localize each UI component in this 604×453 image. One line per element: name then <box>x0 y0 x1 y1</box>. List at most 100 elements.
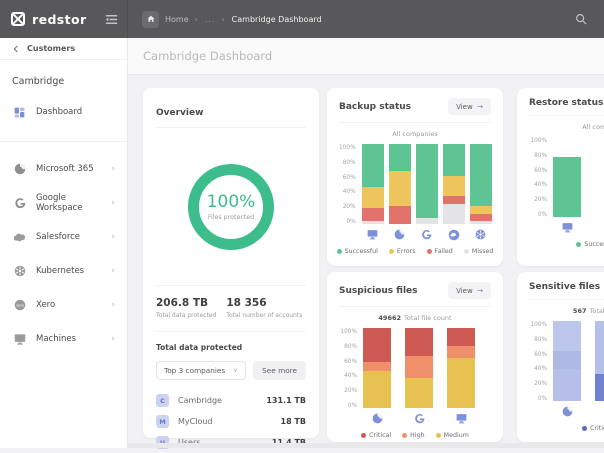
sidebar-collapse-icon[interactable] <box>104 12 119 27</box>
back-to-customers[interactable]: Customers <box>0 38 127 60</box>
y-axis: 100%80%60%40%20%0% <box>529 321 553 401</box>
chevron-right-icon: › <box>111 300 115 310</box>
suspicious-files-chart: 100%80%60%40%20%0% <box>339 328 491 425</box>
bar-microsoft-365[interactable] <box>363 328 391 425</box>
legend-dot <box>337 249 342 254</box>
y-tick: 60% <box>534 169 547 175</box>
legend-item: Failed <box>427 248 453 255</box>
sidebar-item-label: Google Workspace <box>36 193 102 213</box>
bar-segment-successful <box>470 144 492 206</box>
bar-machines[interactable] <box>362 144 384 241</box>
bar-segment-medium <box>363 371 391 408</box>
company-value: 131.1 TB <box>266 396 306 405</box>
y-tick: 100% <box>340 330 357 336</box>
bar-segment-failed <box>389 206 411 224</box>
y-tick: 80% <box>534 338 547 344</box>
y-axis: 100%80%60%40%20%0% <box>339 144 362 224</box>
company-avatar: C <box>156 394 169 407</box>
sidebar-item-dashboard[interactable]: Dashboard <box>0 97 127 127</box>
y-tick: 20% <box>534 382 547 388</box>
y-tick: 20% <box>534 198 547 204</box>
bar-segment-errors <box>443 176 465 196</box>
machines-icon <box>455 412 468 425</box>
bar-segment-high <box>363 362 391 371</box>
legend-item: Critical <box>361 432 391 439</box>
bar-microsoft-365[interactable] <box>553 321 581 418</box>
top-companies-dropdown[interactable]: Top 3 companies ∨ <box>156 361 246 380</box>
breadcrumb-ellipsis[interactable]: ... <box>205 15 216 24</box>
bar-google[interactable] <box>405 328 433 425</box>
bar-machines[interactable] <box>447 328 475 425</box>
legend-dot <box>582 426 587 431</box>
brand-logo[interactable]: redstor <box>0 0 128 38</box>
total-file-count-label: Total file count <box>590 307 604 315</box>
restore-status-chart: 100%80%60%40%20%0% <box>529 137 604 234</box>
sidebar-item-xero[interactable]: xero Xero › <box>0 288 127 322</box>
chart-subtitle: All companies <box>339 130 491 138</box>
sidebar-item-google-workspace[interactable]: Google Workspace › <box>0 186 127 220</box>
view-label: View <box>456 103 473 111</box>
stat-label: Total data protected <box>156 312 216 319</box>
bar-segment-failed <box>443 196 465 204</box>
total-file-count-label: Total file count <box>404 314 452 322</box>
total-file-count: 567 <box>573 307 587 315</box>
sensitive-files-title: Sensitive files <box>529 282 600 292</box>
sidebar-item-microsoft-365[interactable]: Microsoft 365 › <box>0 152 127 186</box>
y-tick: 40% <box>534 183 547 189</box>
bar-segment-missed <box>443 204 465 224</box>
sidebar-item-label: Microsoft 365 <box>36 164 102 174</box>
svg-text:xero: xero <box>16 303 24 307</box>
bar-segment-errors <box>362 187 384 208</box>
y-tick: 40% <box>534 367 547 373</box>
chevron-right-icon: › <box>111 232 115 242</box>
breadcrumb-home[interactable]: Home <box>165 15 189 24</box>
bar-google[interactable] <box>416 144 438 241</box>
y-tick: 0% <box>538 213 547 219</box>
bar-segment-successful <box>553 157 581 217</box>
brand-name: redstor <box>32 12 104 27</box>
bar-segment-segment <box>553 321 581 351</box>
dropdown-value: Top 3 companies <box>164 366 225 375</box>
main-content: Cambridge Dashboard Overview 100% Files … <box>128 38 604 448</box>
bar-machines[interactable] <box>553 137 581 234</box>
back-label: Customers <box>27 44 75 53</box>
sidebar-item-label: Xero <box>36 300 102 310</box>
breadcrumb: Home › ... › Cambridge Dashboard <box>142 11 322 28</box>
sidebar-item-machines[interactable]: Machines › <box>0 322 127 356</box>
page-header: Cambridge Dashboard <box>128 38 604 75</box>
bar-kubernetes[interactable] <box>470 144 492 241</box>
bar-segment-medium <box>447 358 475 408</box>
sidebar-item-kubernetes[interactable]: Kubernetes › <box>0 254 127 288</box>
bar-microsoft-365[interactable] <box>389 144 411 241</box>
microsoft-365-icon <box>561 405 574 418</box>
donut-label: Files protected <box>208 214 254 221</box>
suspicious-files-title: Suspicious files <box>339 286 418 296</box>
y-tick: 100% <box>339 146 356 152</box>
chevron-right-icon: › <box>111 198 115 208</box>
search-button[interactable] <box>574 12 588 26</box>
overview-stats: 206.8 TB Total data protected 18 356 Tot… <box>156 286 306 332</box>
backup-status-card: Backup status View → All companies 100%8… <box>327 88 503 266</box>
sidebar-item-salesforce[interactable]: Salesforce › <box>0 220 127 254</box>
home-icon[interactable] <box>142 11 159 28</box>
company-row-mycloud[interactable]: M MyCloud 18 TB <box>156 411 306 432</box>
files-protected-donut: 100% Files protected <box>188 164 274 250</box>
dashboard-icon <box>12 105 27 120</box>
view-button[interactable]: View → <box>448 98 491 115</box>
bar-segment-successful <box>443 144 465 176</box>
bar-segment-missed <box>416 218 438 224</box>
bar-salesforce[interactable] <box>443 144 465 241</box>
y-tick: 80% <box>343 161 356 167</box>
bar-google[interactable] <box>595 321 604 418</box>
chevron-right-icon: › <box>111 164 115 174</box>
see-more-button[interactable]: See more <box>253 361 306 380</box>
y-tick: 60% <box>344 360 357 366</box>
salesforce-icon <box>12 230 27 245</box>
view-button[interactable]: View → <box>448 282 491 299</box>
bar-segment-critical <box>363 328 391 362</box>
company-row-cambridge[interactable]: C Cambridge 131.1 TB <box>156 390 306 411</box>
y-tick: 40% <box>344 374 357 380</box>
